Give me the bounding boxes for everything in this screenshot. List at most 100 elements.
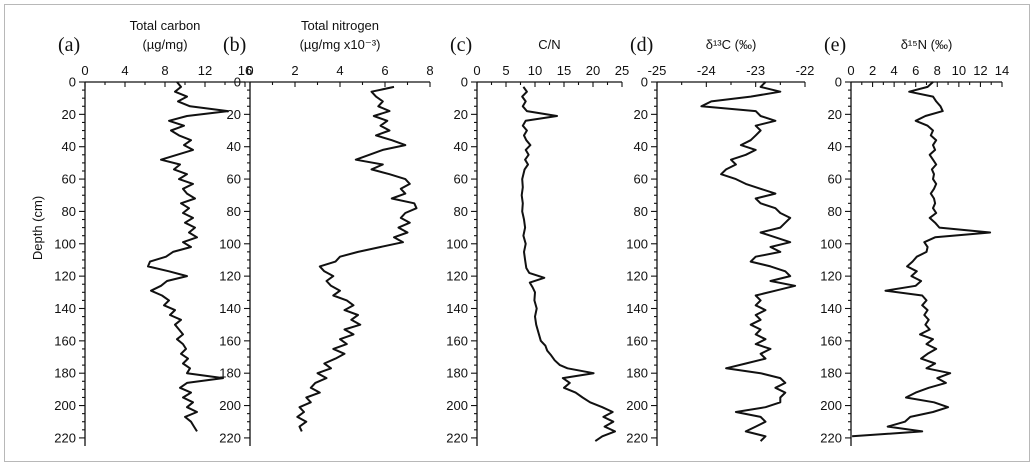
panel-e-title: δ¹⁵N (‰): [901, 37, 953, 52]
panel-a-y-tick-label: 200: [54, 398, 76, 413]
panel-b-series-line-0: [296, 85, 418, 432]
panel-d-title: δ¹³C (‰): [706, 37, 757, 52]
panel-c-y-tick-label: 20: [454, 107, 468, 122]
panel-b-y-tick-label: 0: [234, 75, 241, 90]
panel-c-x-tick-label: 20: [586, 63, 600, 78]
panel-d-y-tick-label: 160: [626, 333, 648, 348]
panel-c-y-tick-label: 200: [446, 398, 468, 413]
panel-e-x-tick-label: 2: [869, 63, 876, 78]
panel-b-y-tick-label: 200: [219, 398, 241, 413]
panel-c-x-tick-label: 15: [557, 63, 571, 78]
panel-b-y-tick-label: 220: [219, 430, 241, 445]
panel-e-y-tick-label: 180: [820, 366, 842, 381]
panel-a-title-line-1: Total carbon: [130, 18, 201, 33]
panel-a-label: (a): [58, 34, 80, 56]
panel-d-series-line-0: [700, 81, 797, 442]
panel-e-y-tick-label: 40: [828, 139, 842, 154]
panel-a-x-tick-label: 0: [81, 63, 88, 78]
panel-a-x-tick-label: 8: [161, 63, 168, 78]
panel-d-y-tick-label: 40: [634, 139, 648, 154]
panel-c-x-tick-label: 5: [502, 63, 509, 78]
panel-b-x-tick-label: 6: [381, 63, 388, 78]
panel-b-y-tick-label: 140: [219, 301, 241, 316]
panel-e-y-tick-label: 0: [835, 75, 842, 90]
panel-a-y-tick-label: 100: [54, 236, 76, 251]
panel-a-x-tick-label: 16: [238, 63, 252, 78]
panel-d-x-tick-label: -24: [697, 63, 716, 78]
panel-e-y-tick-label: 80: [828, 204, 842, 219]
panel-c-y-tick-label: 180: [446, 366, 468, 381]
panel-e-y-tick-label: 140: [820, 301, 842, 316]
panel-a-x-tick-label: 12: [198, 63, 212, 78]
panel-c-y-tick-label: 80: [454, 204, 468, 219]
panel-c-x-tick-label: 10: [528, 63, 542, 78]
panel-b-y-tick-label: 160: [219, 333, 241, 348]
panel-d-y-tick-label: 200: [626, 398, 648, 413]
panel-e-x-tick-label: 12: [973, 63, 987, 78]
panel-d-y-tick-label: 0: [641, 75, 648, 90]
panel-b-x-tick-label: 2: [291, 63, 298, 78]
panel-b-title-line-2: (µg/mg x10⁻³): [300, 37, 381, 52]
panel-e-label: (e): [824, 34, 846, 56]
panel-c-y-tick-label: 0: [461, 75, 468, 90]
panel-b-y-tick-label: 20: [227, 107, 241, 122]
panel-a-x-tick-label: 4: [121, 63, 128, 78]
panel-e-y-tick-label: 100: [820, 236, 842, 251]
panel-a-title-line-2: (µg/mg): [142, 37, 187, 52]
panel-e-x-tick-label: 6: [912, 63, 919, 78]
panel-b-y-tick-label: 100: [219, 236, 241, 251]
panel-a-y-tick-label: 0: [69, 75, 76, 90]
panel-b-x-tick-label: 0: [246, 63, 253, 78]
figure-frame: [4, 4, 1030, 462]
panel-d-y-tick-label: 80: [634, 204, 648, 219]
panel-b-title-line-1: Total nitrogen: [301, 18, 379, 33]
panel-c-y-tick-label: 220: [446, 430, 468, 445]
panel-e-x-tick-label: 4: [891, 63, 898, 78]
panel-c-title: C/N: [538, 37, 560, 52]
panel-d-y-tick-label: 180: [626, 366, 648, 381]
panel-d-y-tick-label: 140: [626, 301, 648, 316]
panel-c-y-tick-label: 40: [454, 139, 468, 154]
panel-e-x-tick-label: 8: [934, 63, 941, 78]
panel-c-y-tick-label: 100: [446, 236, 468, 251]
panel-b-y-tick-label: 180: [219, 366, 241, 381]
panel-e-y-tick-label: 200: [820, 398, 842, 413]
panel-c-y-tick-label: 60: [454, 172, 468, 187]
panel-e-y-tick-label: 160: [820, 333, 842, 348]
panel-a-y-tick-label: 160: [54, 333, 76, 348]
panel-c-y-tick-label: 160: [446, 333, 468, 348]
panel-c-x-tick-label: 0: [473, 63, 480, 78]
panel-e-x-tick-label: 14: [995, 63, 1009, 78]
panel-d-label: (d): [630, 34, 653, 56]
panel-e-y-tick-label: 220: [820, 430, 842, 445]
panel-c-series-line-0: [520, 86, 616, 442]
panel-d-y-tick-label: 20: [634, 107, 648, 122]
panel-b-y-tick-label: 120: [219, 269, 241, 284]
panel-b-x-tick-label: 4: [336, 63, 343, 78]
panel-d-x-tick-label: -25: [648, 63, 667, 78]
panel-a-y-tick-label: 60: [62, 172, 76, 187]
panel-c-y-tick-label: 120: [446, 269, 468, 284]
panel-e-y-tick-label: 20: [828, 107, 842, 122]
panel-e-x-tick-label: 10: [952, 63, 966, 78]
panel-a-y-tick-label: 140: [54, 301, 76, 316]
panel-a-y-tick-label: 40: [62, 139, 76, 154]
y-axis-label: Depth (cm): [30, 196, 45, 260]
panel-e-x-tick-label: 0: [847, 63, 854, 78]
panel-d-y-tick-label: 120: [626, 269, 648, 284]
panel-d-x-tick-label: -23: [746, 63, 765, 78]
panel-a-y-tick-label: 180: [54, 366, 76, 381]
panel-d-y-tick-label: 220: [626, 430, 648, 445]
panel-e-y-tick-label: 60: [828, 172, 842, 187]
panel-a-y-tick-label: 20: [62, 107, 76, 122]
panel-c-x-tick-label: 25: [615, 63, 629, 78]
panel-b-y-tick-label: 80: [227, 204, 241, 219]
panel-b-x-tick-label: 8: [426, 63, 433, 78]
panel-a-y-tick-label: 220: [54, 430, 76, 445]
panel-e-y-tick-label: 120: [820, 269, 842, 284]
panel-b-y-tick-label: 60: [227, 172, 241, 187]
panel-c-y-tick-label: 140: [446, 301, 468, 316]
panel-b-y-tick-label: 40: [227, 139, 241, 154]
panel-a-series-line-0: [147, 81, 229, 432]
